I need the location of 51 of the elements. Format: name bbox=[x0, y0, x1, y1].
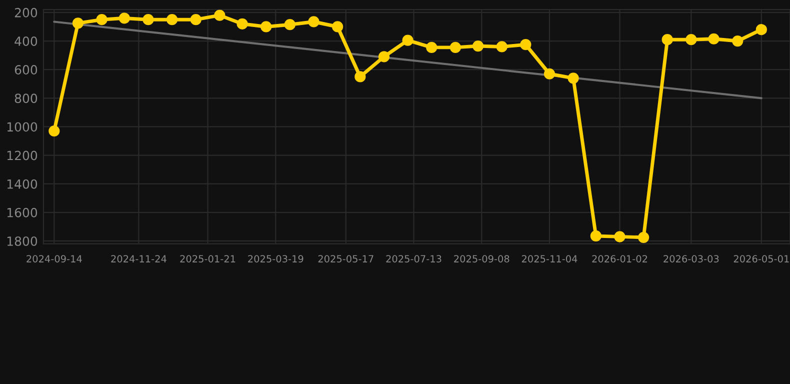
point bbox=[72, 18, 84, 29]
y-tick-label: 200 bbox=[14, 8, 38, 18]
x-tick-label: 2025-11-04 bbox=[522, 255, 578, 262]
y-tick-label: 1400 bbox=[7, 179, 38, 189]
point bbox=[568, 72, 579, 84]
x-tick-label: 2025-09-08 bbox=[454, 255, 510, 262]
point bbox=[378, 51, 390, 62]
x-tick-label: 2025-03-19 bbox=[248, 255, 304, 262]
point bbox=[48, 125, 60, 137]
point bbox=[450, 42, 461, 54]
point bbox=[402, 34, 414, 46]
x-tick-label: 2025-07-13 bbox=[386, 255, 442, 262]
x-tick-label: 2024-09-14 bbox=[26, 255, 82, 262]
y-tick-label: 400 bbox=[14, 36, 38, 46]
point bbox=[472, 40, 484, 52]
point bbox=[118, 12, 130, 24]
point bbox=[190, 14, 202, 26]
point bbox=[590, 230, 602, 242]
y-tick-label: 1800 bbox=[7, 236, 38, 246]
point bbox=[260, 21, 272, 32]
point bbox=[142, 14, 154, 26]
x-tick-label: 2026-05-01 bbox=[734, 255, 789, 262]
point bbox=[756, 24, 767, 36]
y-tick-label: 1600 bbox=[7, 208, 38, 218]
x-tick-label: 2024-11-24 bbox=[111, 255, 166, 262]
point bbox=[496, 41, 508, 52]
x-tick-label: 2025-05-17 bbox=[318, 255, 374, 262]
point bbox=[732, 35, 744, 47]
point bbox=[166, 14, 178, 26]
y-tick-label: 1200 bbox=[7, 150, 38, 160]
point bbox=[426, 42, 438, 54]
x-tick-label: 2026-01-02 bbox=[592, 255, 648, 262]
point bbox=[614, 231, 626, 242]
point bbox=[96, 14, 108, 26]
point bbox=[708, 33, 720, 44]
point bbox=[214, 10, 226, 21]
point bbox=[308, 16, 320, 28]
point bbox=[686, 34, 697, 46]
point bbox=[236, 18, 248, 30]
point bbox=[354, 71, 366, 82]
point bbox=[520, 39, 532, 50]
point bbox=[332, 21, 344, 32]
x-tick-label: 2025-01-21 bbox=[180, 255, 236, 262]
point bbox=[284, 19, 296, 30]
y-tick-label: 800 bbox=[14, 94, 38, 104]
point bbox=[544, 68, 556, 80]
point bbox=[638, 232, 650, 243]
x-tick-label: 2026-03-03 bbox=[664, 255, 719, 262]
y-tick-label: 1000 bbox=[7, 122, 38, 132]
y-tick-label: 600 bbox=[14, 65, 38, 75]
point bbox=[662, 34, 673, 46]
